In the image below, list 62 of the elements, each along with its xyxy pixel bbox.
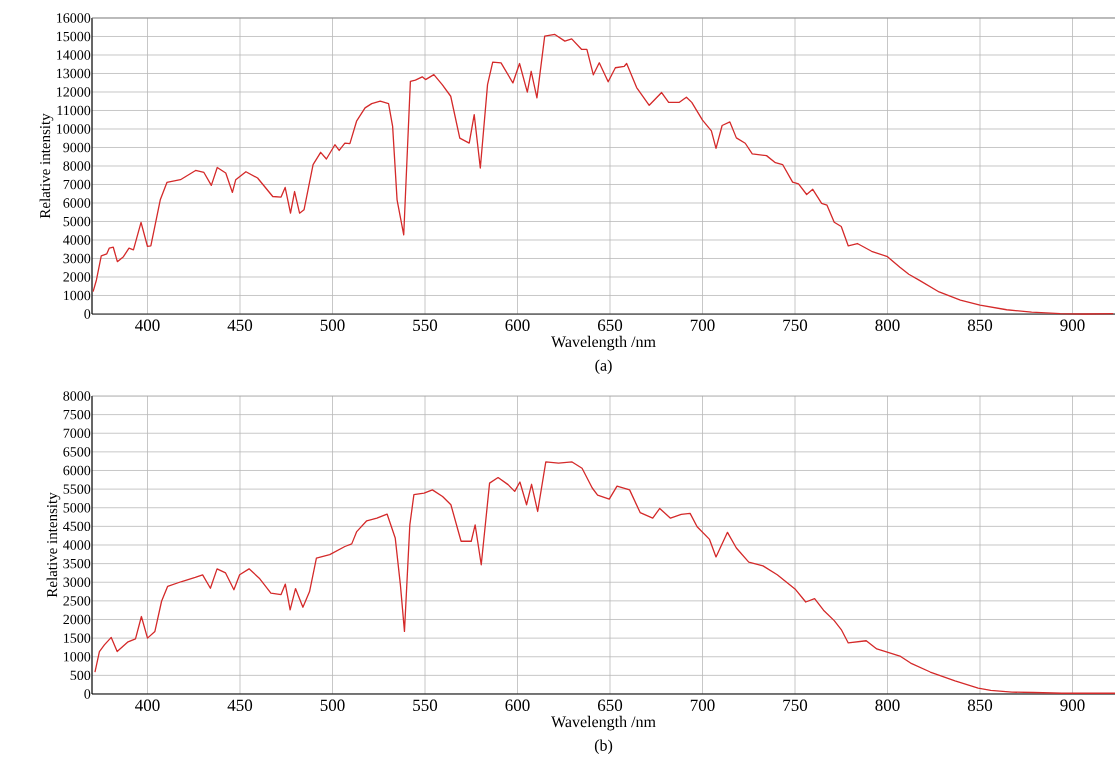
x-tick-label: 650	[597, 319, 623, 332]
y-tick-label: 1000	[64, 290, 91, 301]
x-tick-label: 800	[875, 699, 900, 712]
y-axis-title: Relative intensity	[46, 492, 61, 598]
y-tick-label: 4000	[63, 540, 91, 550]
x-tick-label: 450	[227, 319, 253, 332]
x-tick-label: 400	[135, 319, 160, 332]
y-tick-label: 1000	[64, 652, 91, 662]
y-tick-label: 12000	[57, 87, 91, 97]
y-tick-label: 1500	[64, 633, 91, 643]
y-axis-title: Relative intensity	[39, 113, 54, 219]
x-tick-label: 450	[227, 699, 253, 712]
y-tick-label: 5000	[63, 503, 91, 513]
x-tick-label: 700	[690, 319, 715, 332]
x-tick-label: 750	[783, 699, 808, 712]
y-tick-label: 7500	[63, 409, 91, 420]
y-tick-label: 6000	[63, 198, 91, 208]
y-tick-label: 3000	[63, 577, 91, 587]
y-tick-label: 2500	[63, 596, 91, 606]
y-tick-label: 0	[84, 689, 91, 699]
x-tick-label: 600	[505, 319, 530, 332]
x-tick-label: 850	[967, 699, 993, 712]
x-tick-label: 650	[597, 699, 623, 712]
y-tick-label: 0	[84, 309, 91, 319]
y-tick-label: 8000	[63, 161, 91, 171]
y-tick-label: 5500	[63, 484, 91, 494]
y-tick-label: 13000	[57, 68, 91, 79]
x-tick-label: 600	[505, 699, 530, 712]
y-tick-label: 15000	[57, 31, 91, 42]
x-tick-label: 550	[413, 699, 438, 712]
x-axis-title: Wavelength /nm	[551, 715, 656, 731]
text: (b)	[594, 739, 613, 755]
y-tick-label: 7000	[63, 428, 91, 438]
y-tick-label: 16000	[57, 13, 91, 23]
y-tick-label: 4000	[63, 235, 91, 245]
y-tick-label: 6000	[63, 465, 91, 476]
x-tick-label: 750	[783, 319, 808, 332]
y-tick-label: 2000	[63, 272, 91, 282]
x-tick-label: 900	[1060, 699, 1085, 712]
y-tick-label: 11000	[57, 105, 91, 116]
y-tick-label: 3000	[63, 253, 91, 264]
y-tick-label: 7000	[63, 179, 91, 190]
x-tick-label: 900	[1060, 319, 1085, 332]
x-tick-label: 700	[690, 699, 715, 712]
x-tick-label: 400	[135, 699, 160, 712]
y-tick-label: 3500	[63, 558, 91, 569]
x-tick-label: 850	[967, 319, 993, 332]
y-tick-label: 8000	[63, 391, 91, 401]
x-tick-label: 550	[413, 319, 438, 332]
y-tick-label: 2000	[63, 614, 91, 625]
y-tick-label: 4500	[63, 521, 91, 532]
x-tick-label: 500	[320, 319, 345, 332]
y-tick-label: 500	[70, 670, 91, 681]
text: (a)	[595, 359, 612, 375]
x-tick-label: 800	[875, 319, 900, 332]
y-tick-label: 14000	[57, 50, 91, 60]
y-tick-label: 9000	[63, 142, 91, 153]
y-tick-label: 6500	[63, 447, 91, 457]
x-tick-label: 500	[320, 699, 345, 712]
y-tick-label: 10000	[57, 124, 91, 134]
x-axis-title: Wavelength /nm	[551, 335, 656, 351]
y-tick-label: 5000	[63, 216, 91, 227]
